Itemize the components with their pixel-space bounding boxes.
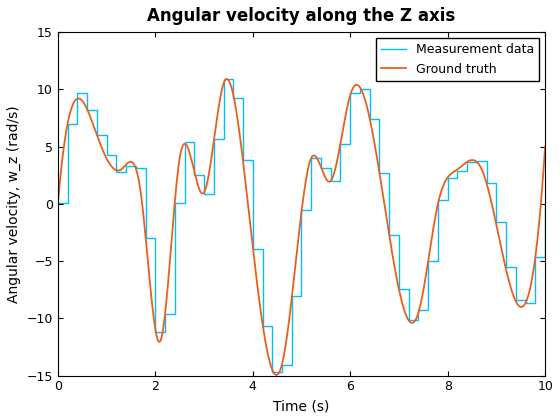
Ground truth: [292, 264, 298, 269]
Ground truth: [438, 186, 445, 192]
Ground truth: [542, 144, 548, 149]
X-axis label: Time (s): Time (s): [273, 399, 330, 413]
Ground truth: [223, 76, 230, 81]
Legend: Measurement data, Ground truth: Measurement data, Ground truth: [376, 38, 539, 81]
Ground truth: [273, 373, 279, 378]
Y-axis label: Angular velocity, w_z (rad/s): Angular velocity, w_z (rad/s): [7, 105, 21, 303]
Ground truth: [279, 360, 286, 365]
Ground truth: [80, 99, 86, 104]
Ground truth: [528, 279, 535, 284]
Ground truth: [528, 281, 535, 286]
Line: Ground truth: Ground truth: [58, 79, 545, 375]
Title: Angular velocity along the Z axis: Angular velocity along the Z axis: [147, 7, 456, 25]
Ground truth: [54, 201, 61, 206]
